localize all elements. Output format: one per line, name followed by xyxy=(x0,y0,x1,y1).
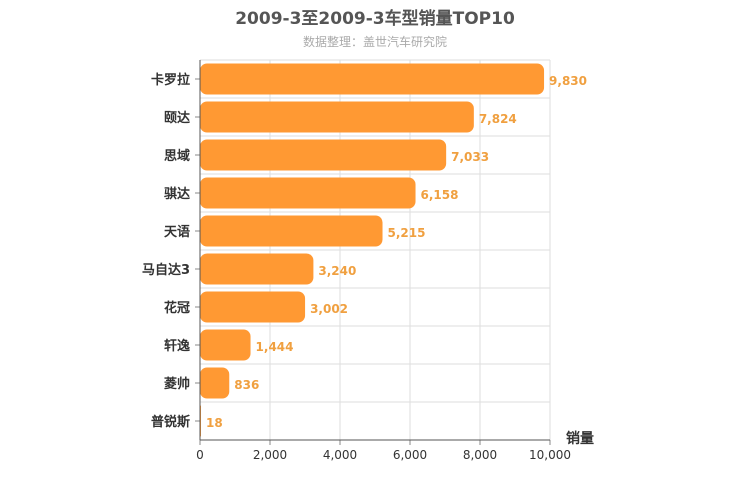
value-label: 5,215 xyxy=(388,226,426,240)
x-tick-label: 10,000 xyxy=(529,448,571,462)
bar xyxy=(200,101,474,133)
category-label: 颐达 xyxy=(164,110,190,126)
x-tick-label: 6,000 xyxy=(393,448,427,462)
category-label: 普锐斯 xyxy=(151,414,190,430)
category-label: 菱帅 xyxy=(164,376,190,392)
value-label: 7,033 xyxy=(451,150,489,164)
bar xyxy=(200,139,447,171)
category-label: 花冠 xyxy=(164,300,190,316)
value-label: 18 xyxy=(206,416,223,430)
value-label: 7,824 xyxy=(479,112,517,126)
value-label: 9,830 xyxy=(549,74,587,88)
labels: 0 2,000 4,000 6,000 8,000 10,000 卡罗拉 9,830 颐达 7,8… xyxy=(142,72,587,462)
category-label: 天语 xyxy=(164,225,190,240)
category-label: 思域 xyxy=(164,148,190,164)
category-label: 卡罗拉 xyxy=(151,72,190,88)
x-tick-label: 8,000 xyxy=(463,448,497,462)
category-label: 骐达 xyxy=(164,186,190,202)
bar xyxy=(200,63,545,95)
value-label: 836 xyxy=(234,378,259,392)
bar xyxy=(200,177,416,209)
x-axis-name: 销量 xyxy=(566,430,594,447)
bar xyxy=(200,329,251,361)
x-tick-label: 4,000 xyxy=(323,448,357,462)
bar xyxy=(200,253,314,285)
bar xyxy=(200,291,306,323)
value-label: 6,158 xyxy=(421,188,459,202)
category-label: 马自达3 xyxy=(142,262,190,278)
chart-subtitle: 数据整理：盖世汽车研究院 xyxy=(302,35,447,49)
value-label: 1,444 xyxy=(256,340,294,354)
value-label: 3,002 xyxy=(310,302,348,316)
value-label: 3,240 xyxy=(318,264,356,278)
axes xyxy=(195,60,551,445)
x-tick-label: 2,000 xyxy=(253,448,287,462)
bar xyxy=(200,367,230,399)
grid-lines xyxy=(200,59,551,440)
category-label: 轩逸 xyxy=(164,338,190,354)
bars xyxy=(200,63,545,437)
bar xyxy=(200,215,383,247)
x-tick-label: 0 xyxy=(196,448,204,462)
chart-title: 2009-3至2009-3车型销量TOP10 xyxy=(235,9,515,29)
